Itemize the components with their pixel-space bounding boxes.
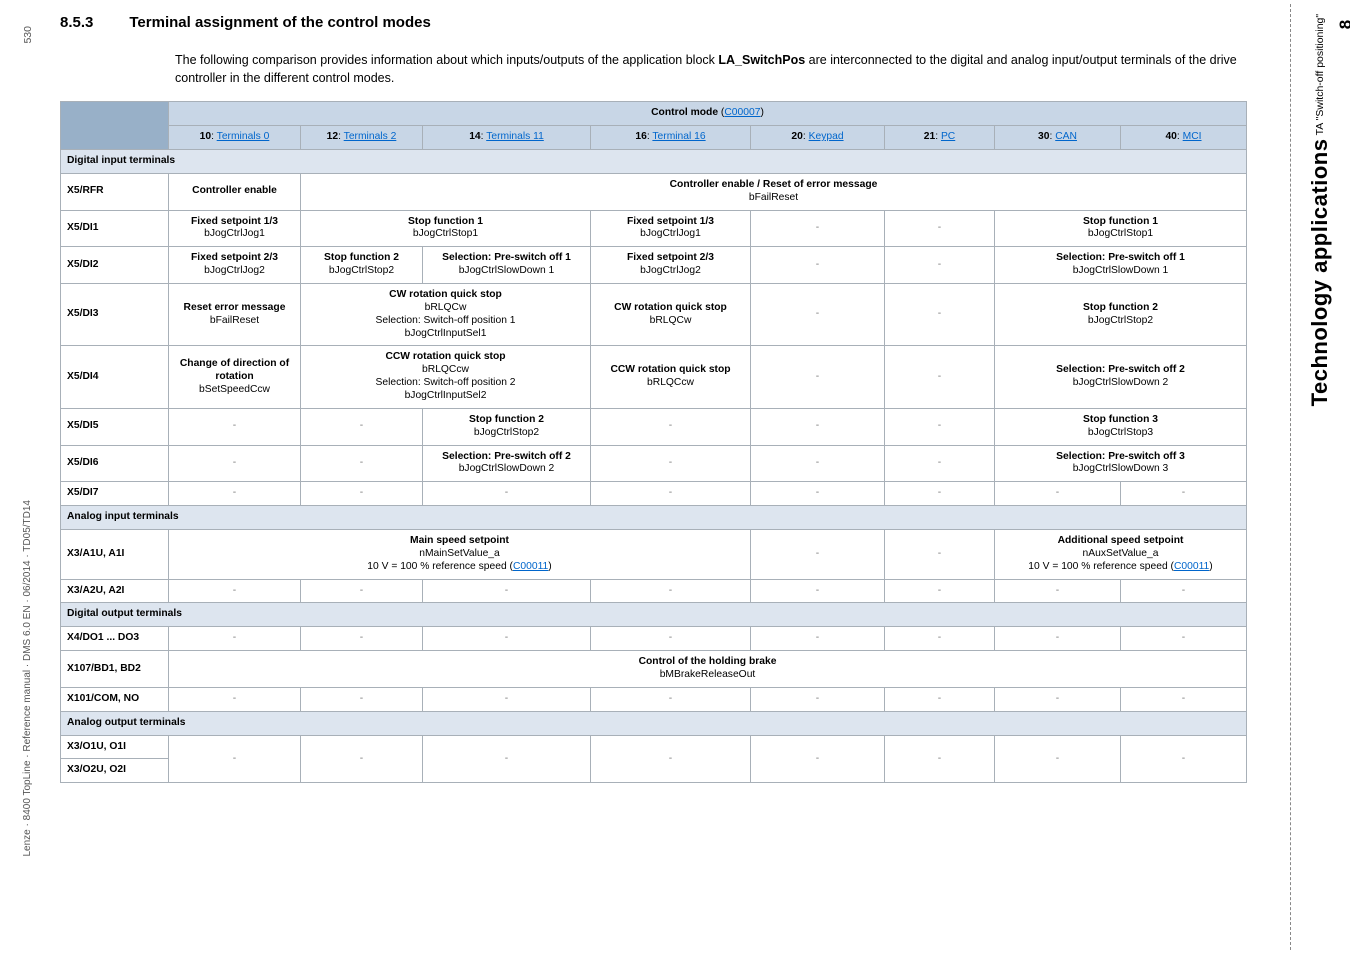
col-header: 40: MCI: [1121, 126, 1247, 150]
col-header: 12: Terminals 2: [301, 126, 423, 150]
table-row: X5/DI7 --------: [61, 482, 1247, 506]
section-digital-out: Digital output terminals: [61, 603, 1247, 627]
chapter-title-vertical: Technology applications: [1307, 139, 1332, 407]
table-row: X4/DO1 ... DO3 --------: [61, 627, 1247, 651]
col-header: 16: Terminal 16: [591, 126, 751, 150]
intro-paragraph: The following comparison provides inform…: [175, 51, 1245, 87]
terminal-assignment-table: Control mode (C00007) 10: Terminals 0 12…: [60, 101, 1247, 783]
section-analog-in: Analog input terminals: [61, 506, 1247, 530]
section-title: Terminal assignment of the control modes: [129, 14, 430, 31]
col-header: 10: Terminals 0: [169, 126, 301, 150]
table-row: X101/COM, NO --------: [61, 687, 1247, 711]
group-header: Control mode (C00007): [169, 102, 1247, 126]
col-header: 20: Keypad: [751, 126, 885, 150]
table-row: X5/DI5 - - Stop function 2bJogCtrlStop2 …: [61, 408, 1247, 445]
page-number-left: 530: [22, 26, 34, 44]
footer-left: Lenze · 8400 TopLine · Reference manual …: [22, 500, 33, 857]
chapter-subtitle-vertical: TA "Switch-off positioning": [1314, 14, 1326, 135]
table-row: X5/DI6 - - Selection: Pre-switch off 2bJ…: [61, 445, 1247, 482]
col-header: 30: CAN: [995, 126, 1121, 150]
section-digital-in: Digital input terminals: [61, 149, 1247, 173]
table-row: X5/DI2 Fixed setpoint 2/3bJogCtrlJog2 St…: [61, 247, 1247, 284]
table-row: X5/DI4 Change of direction of rotationbS…: [61, 346, 1247, 408]
table-row: X3/A2U, A2I --------: [61, 579, 1247, 603]
link-c00007[interactable]: C00007: [724, 107, 760, 118]
section-analog-out: Analog output terminals: [61, 711, 1247, 735]
table-row: X3/O1U, O1I --------: [61, 735, 1247, 759]
col-header: 14: Terminals 11: [423, 126, 591, 150]
table-row: X3/A1U, A1I Main speed setpoint nMainSet…: [61, 530, 1247, 580]
table-row: X5/RFR Controller enable Controller enab…: [61, 173, 1247, 210]
section-number: 8.5.3: [60, 14, 93, 31]
link-c00011[interactable]: C00011: [1174, 561, 1209, 572]
right-sidebar: 8 8.5 Technology applications TA "Switch…: [1290, 4, 1344, 950]
col-header: 21: PC: [885, 126, 995, 150]
table-row: X5/DI3 Reset error messagebFailReset CW …: [61, 283, 1247, 345]
table-row: X5/DI1 Fixed setpoint 1/3bJogCtrlJog1 St…: [61, 210, 1247, 247]
chapter-number: 8: [1336, 20, 1350, 29]
table-row: X107/BD1, BD2 Control of the holding bra…: [61, 651, 1247, 688]
link-c00011[interactable]: C00011: [513, 561, 548, 572]
